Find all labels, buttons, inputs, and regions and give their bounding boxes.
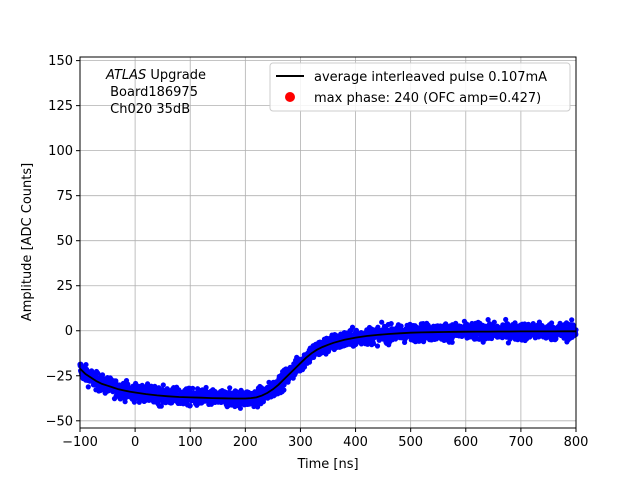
- legend: average interleaved pulse 0.107mA max ph…: [269, 62, 571, 112]
- x-axis-label: Time [ns]: [296, 457, 358, 472]
- data-point: [453, 320, 459, 326]
- data-point: [187, 403, 193, 409]
- x-tick-label: 600: [453, 435, 478, 450]
- y-tick-label: 150: [48, 54, 73, 69]
- annotation-board: Board186975: [106, 85, 198, 100]
- data-point: [122, 399, 128, 405]
- data-point: [503, 316, 509, 323]
- data-point: [449, 339, 455, 345]
- y-tick-label: 50: [56, 234, 73, 249]
- y-tick-label: −50: [46, 414, 73, 429]
- data-point: [379, 319, 385, 325]
- data-point: [158, 403, 164, 409]
- data-point: [374, 343, 381, 349]
- data-point: [113, 378, 119, 384]
- axis-ticks: −100 0 100 200 300 400 500 600 700 800 −50 −25 0 25 50…: [46, 54, 589, 450]
- data-point: [569, 317, 575, 323]
- plot-frame: [79, 56, 577, 429]
- data-point: [203, 384, 209, 391]
- x-tick-label: 200: [233, 435, 258, 450]
- x-tick-label: −100: [62, 435, 98, 450]
- x-tick-label: 700: [508, 435, 533, 450]
- x-tick-label: 0: [131, 435, 139, 450]
- data-point: [525, 321, 532, 327]
- x-tick-label: 100: [178, 435, 203, 450]
- y-tick-label: 100: [48, 144, 73, 159]
- y-tick-label: 75: [56, 189, 73, 204]
- annotation-atlas: ATLAS: [105, 68, 146, 83]
- data-point: [227, 385, 233, 391]
- legend-box: [269, 62, 571, 112]
- annotation-upgrade: Upgrade: [146, 68, 206, 83]
- data-point: [99, 372, 106, 378]
- y-tick-label: −25: [46, 369, 73, 384]
- data-point: [491, 319, 497, 325]
- data-point: [190, 385, 196, 391]
- data-point: [388, 321, 394, 327]
- plot-area: [77, 316, 579, 411]
- y-tick-label: 0: [65, 324, 73, 339]
- legend-entry-average: average interleaved pulse 0.107mA: [314, 70, 547, 85]
- y-axis-label: Amplitude [ADC Counts]: [20, 163, 35, 321]
- y-tick-label: 125: [48, 99, 73, 114]
- data-point: [255, 404, 261, 410]
- data-point: [281, 387, 287, 393]
- annotation: ATLAS Upgrade Board186975 Ch020 35dB: [105, 68, 206, 117]
- annotation-channel: Ch020 35dB: [106, 102, 190, 117]
- data-point: [83, 362, 89, 368]
- data-point: [160, 382, 166, 388]
- svg-text:ATLAS Upgrade: ATLAS Upgrade: [105, 68, 206, 83]
- y-tick-label: 25: [56, 279, 73, 294]
- x-tick-label: 400: [343, 435, 368, 450]
- data-point: [136, 399, 142, 405]
- data-point: [145, 381, 151, 387]
- data-point: [370, 341, 376, 347]
- legend-marker-swatch: [285, 92, 295, 102]
- average-pulse-line: [79, 330, 576, 400]
- data-point: [485, 317, 491, 323]
- data-point: [349, 324, 356, 330]
- x-tick-label: 800: [564, 435, 589, 450]
- x-tick-label: 300: [288, 435, 313, 450]
- x-tick-label: 500: [398, 435, 423, 450]
- data-point: [237, 405, 243, 411]
- data-point: [549, 320, 555, 326]
- data-point: [85, 384, 91, 390]
- legend-entry-max-phase: max phase: 240 (OFC amp=0.427): [314, 91, 541, 106]
